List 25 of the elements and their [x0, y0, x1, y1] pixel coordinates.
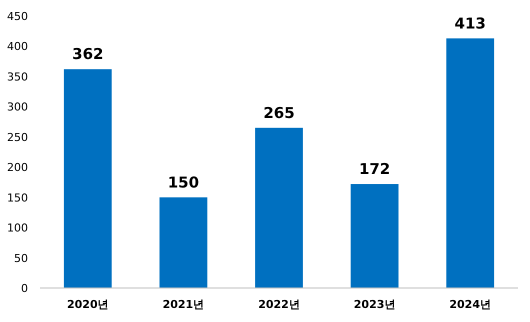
data-label: 172: [358, 160, 390, 178]
data-label: 150: [168, 173, 200, 192]
y-tick-label: 400: [7, 40, 28, 54]
x-tick-label: 2022년: [258, 298, 300, 311]
y-tick-label: 350: [7, 70, 28, 84]
y-tick-label: 50: [14, 252, 28, 265]
y-tick-label: 100: [7, 222, 28, 235]
data-label: 413: [454, 14, 486, 32]
x-tick-label: 2021년: [162, 298, 204, 311]
y-tick-label: 250: [7, 130, 28, 144]
y-tick-label: 450: [7, 10, 28, 23]
bar: [255, 128, 303, 288]
x-tick-label: 2024년: [449, 298, 492, 311]
y-tick-label: 200: [7, 161, 28, 174]
data-label: 265: [263, 104, 295, 122]
data-label: 362: [72, 45, 104, 64]
bar: [350, 184, 398, 288]
y-tick-label: 150: [7, 191, 28, 204]
bar: [446, 38, 494, 288]
y-tick-label: 0: [21, 282, 28, 295]
x-tick-label: 2020년: [66, 298, 109, 311]
x-tick-label: 2023년: [354, 298, 396, 311]
y-tick-label: 300: [7, 100, 28, 114]
bar: [64, 69, 112, 288]
bar: [160, 197, 208, 288]
